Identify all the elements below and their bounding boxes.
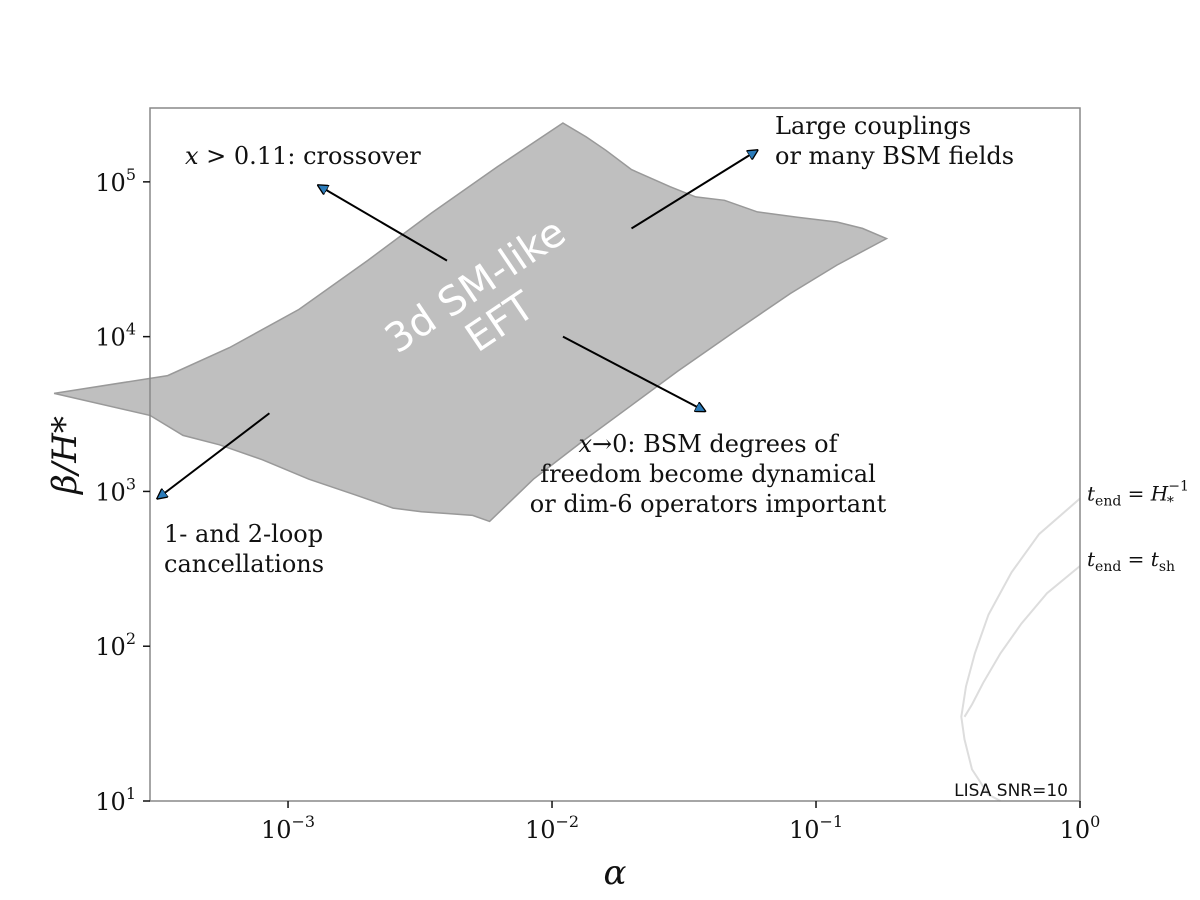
axis-ticks: 10−3 10−2 10−1 100 101 102 103 104 105: [95, 165, 1100, 844]
annotation-texts: x > 0.11: crossover Large couplings or man…: [164, 112, 1014, 578]
lisa-curve-2: [963, 565, 1081, 718]
y-tick-label: 101: [95, 784, 136, 816]
eft-region-layer: 3d SM-likeEFT: [53, 122, 889, 523]
y-axis-label: β/H*: [45, 416, 85, 496]
annotation-arrow-4: [157, 412, 271, 498]
y-tick-label: 104: [95, 320, 136, 352]
x-axis-label: α: [604, 853, 627, 893]
annotation-arrow-1: [318, 185, 448, 262]
y-tick-label: 105: [95, 165, 136, 197]
corner-label: LISA SNR=10: [954, 781, 1068, 801]
annotation-text-2: Large couplings or many BSM fields: [775, 112, 1014, 170]
lisa-curves: tend = H−1 * tend = tsh: [960, 479, 1189, 802]
curve-label-1: tend = H−1 *: [1087, 479, 1189, 511]
x-tick-label: 10−3: [261, 812, 315, 844]
x-tick-label: 10−1: [789, 812, 843, 844]
curve-label-2: tend = tsh: [1087, 547, 1175, 575]
annotation-arrow-2: [630, 150, 757, 230]
annotation-text-3: x→0: BSM degrees of freedom become dynami…: [530, 430, 887, 518]
y-tick-label: 102: [95, 629, 136, 661]
annotation-text-4: 1- and 2-loop cancellations: [164, 520, 324, 578]
lisa-curve-1: [960, 497, 1081, 802]
x-tick-label: 100: [1060, 812, 1101, 844]
plot-frame: [149, 107, 1081, 802]
annotation-text-1: x > 0.11: crossover: [185, 142, 421, 170]
annotation-arrows: [157, 150, 757, 498]
x-tick-label: 10−2: [525, 812, 579, 844]
eft-region: [53, 122, 889, 523]
y-tick-label: 103: [95, 474, 136, 506]
annotation-arrow-3: [562, 335, 705, 412]
